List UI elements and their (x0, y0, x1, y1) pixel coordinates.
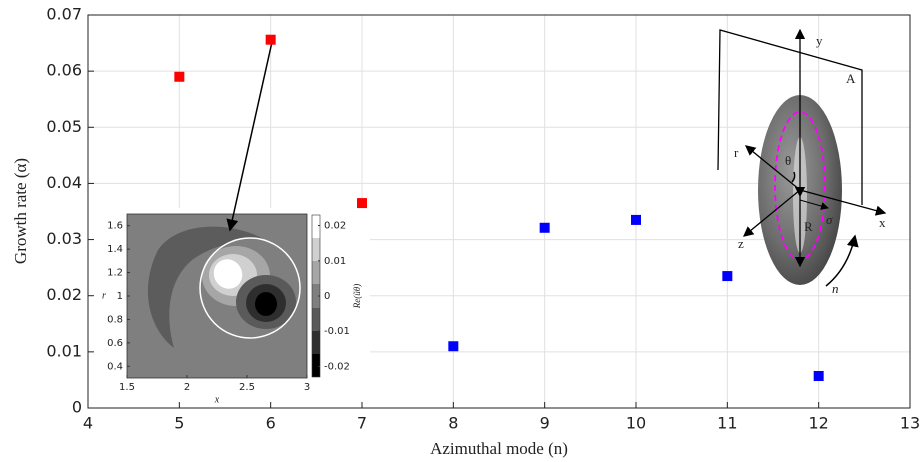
axis-arrow (799, 189, 887, 216)
inset-x-label: x (214, 394, 220, 405)
colorbar-tick-label: -0.02 (324, 361, 350, 372)
y-tick-label: 0.4 (107, 361, 123, 372)
plane (717, 29, 863, 205)
annotation-arrow (226, 41, 273, 232)
diagram-label: σ (826, 212, 833, 227)
y-tick-label: 0.07 (46, 5, 82, 24)
x-tick-label: 6 (266, 414, 276, 433)
marker (539, 222, 550, 233)
y-tick-label: 0.06 (46, 61, 82, 80)
mode-arrow (825, 234, 859, 287)
inset-y-label: r (102, 290, 106, 301)
vortex-boundary (199, 237, 301, 339)
marker (722, 271, 733, 282)
x-tick-label: 13 (900, 414, 920, 433)
x-tick-label: 5 (174, 414, 184, 433)
marker (265, 34, 276, 45)
x-tick-label: 1.5 (119, 382, 135, 393)
x-tick-label: 3 (304, 382, 310, 393)
y-tick-label: 1.4 (107, 244, 123, 255)
diagram-label: n (832, 281, 839, 296)
plot-frame (87, 14, 911, 409)
colorbar-label: Re(ũθ) (352, 284, 362, 309)
colorbar (311, 214, 321, 378)
diagram-label: r (734, 145, 739, 160)
x-tick-label: 12 (808, 414, 828, 433)
marker (813, 370, 824, 381)
x-tick-label: 2.5 (239, 382, 255, 393)
x-tick-label: 9 (540, 414, 550, 433)
y-tick-label: 1.6 (107, 221, 123, 232)
colorbar-tick-label: 0.01 (324, 256, 346, 267)
colorbar-tick-label: 0 (324, 291, 330, 302)
axis-arrow (744, 145, 801, 191)
y-tick-label: 1 (117, 291, 123, 302)
x-axis-label: Azimuthal mode (n) (430, 439, 568, 458)
colorbar-tick-label: 0.02 (324, 221, 346, 232)
y-tick-label: 0.04 (46, 173, 82, 192)
y-tick-label: 0.6 (107, 338, 123, 349)
marker (174, 71, 185, 82)
diagram-label: y (816, 33, 823, 48)
inset: 1.5 2 2.5 3 0.4 0.6 0.8 1 1.2 1.4 1.6 0.02 0.01 0 -0.0… (88, 208, 370, 408)
contour-field (127, 214, 307, 378)
colorbar-tick-label: -0.01 (324, 326, 350, 337)
x-tick-label: 7 (357, 414, 367, 433)
y-tick-label: 0 (72, 398, 82, 417)
marker (631, 214, 641, 225)
angle-arc (791, 171, 796, 183)
diagram-label: A (846, 71, 856, 86)
diagram-label: R (804, 219, 813, 234)
marker (448, 341, 459, 352)
axis-arrow (742, 189, 801, 237)
y-axis-label: Growth rate (α) (11, 158, 30, 264)
y-tick-label: 0.03 (46, 229, 82, 248)
marker (357, 198, 367, 209)
x-tick-label: 10 (626, 414, 646, 433)
y-tick-label: 0.02 (46, 285, 82, 304)
x-tick-label: 2 (184, 382, 190, 393)
data-marks (174, 34, 824, 381)
y-tick-label: 0.05 (46, 117, 82, 136)
contour-level (213, 259, 243, 289)
diagram-label: θ (785, 153, 791, 168)
diagram-label: z (738, 236, 744, 251)
x-tick-label: 11 (717, 414, 737, 433)
x-tick-label: 4 (83, 414, 93, 433)
torus-diagram: y A r θ x z R σ n (717, 28, 887, 296)
diagram-label: x (879, 215, 886, 230)
contour-level (147, 226, 270, 348)
contour-level (255, 292, 277, 316)
y-tick-label: 0.01 (46, 341, 82, 360)
y-tick-label: 1.2 (107, 268, 123, 279)
x-tick-label: 8 (448, 414, 458, 433)
sigma-arrow (799, 199, 829, 210)
y-tick-label: 0.8 (107, 314, 123, 325)
